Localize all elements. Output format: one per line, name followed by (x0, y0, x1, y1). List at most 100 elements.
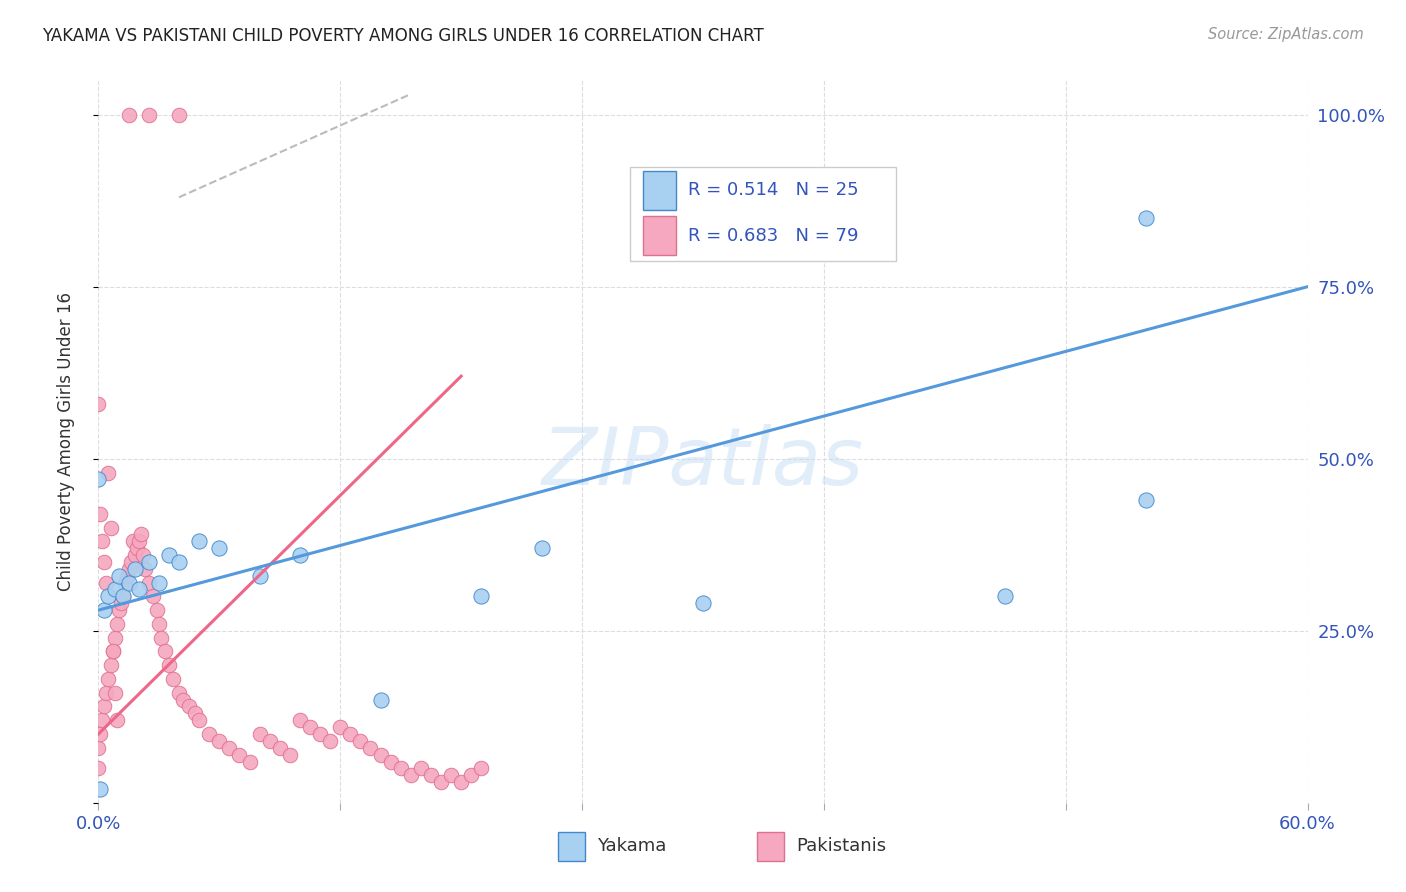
Point (118, 562, 141, 576)
Point (994, 590, 1017, 604)
Point (125, 541, 148, 556)
FancyBboxPatch shape (758, 831, 785, 861)
Point (134, 562, 156, 576)
Point (167, 686, 190, 700)
Point (101, 644, 124, 658)
Point (218, 740, 240, 755)
Point (120, 555, 142, 569)
Point (91, 534, 114, 549)
Point (430, 775, 453, 789)
Point (1135, 493, 1157, 508)
Point (440, 768, 463, 782)
Point (153, 644, 176, 658)
Point (162, 672, 184, 686)
Point (128, 534, 150, 549)
Point (115, 568, 138, 582)
Point (146, 603, 169, 617)
Point (91, 713, 114, 727)
Point (288, 548, 311, 562)
Point (184, 706, 207, 721)
Point (249, 568, 271, 582)
Point (124, 548, 146, 562)
Text: Yakama: Yakama (596, 838, 666, 855)
FancyBboxPatch shape (558, 831, 585, 861)
Point (450, 775, 472, 789)
Point (138, 555, 160, 569)
Point (249, 727, 271, 741)
Point (157, 658, 180, 673)
Point (89, 782, 111, 797)
Point (319, 734, 342, 748)
Point (339, 727, 361, 741)
Point (89, 507, 111, 521)
Point (309, 727, 332, 741)
Point (1135, 211, 1157, 225)
Point (269, 740, 291, 755)
Point (288, 713, 311, 727)
Point (148, 575, 170, 590)
Point (360, 740, 382, 755)
Text: ZIPatlas: ZIPatlas (541, 425, 865, 502)
Y-axis label: Child Poverty Among Girls Under 16: Child Poverty Among Girls Under 16 (56, 292, 75, 591)
Point (208, 541, 231, 556)
Point (198, 727, 221, 741)
Point (138, 575, 160, 590)
Point (188, 713, 211, 727)
Point (278, 747, 301, 762)
Point (105, 616, 128, 631)
Point (370, 692, 392, 706)
Point (259, 734, 281, 748)
Point (118, 575, 141, 590)
Text: R = 0.683   N = 79: R = 0.683 N = 79 (689, 227, 859, 244)
Point (420, 768, 443, 782)
Point (87, 472, 110, 486)
Point (138, 108, 160, 122)
Point (349, 734, 371, 748)
Point (89, 727, 111, 741)
Point (172, 692, 194, 706)
Point (409, 761, 432, 775)
Point (111, 590, 134, 604)
Point (460, 768, 482, 782)
Point (114, 575, 136, 590)
Text: Source: ZipAtlas.com: Source: ZipAtlas.com (1208, 27, 1364, 42)
Point (124, 562, 146, 576)
Point (103, 582, 125, 597)
Point (142, 590, 165, 604)
Point (167, 555, 190, 569)
Point (121, 534, 143, 549)
Text: YAKAMA VS PAKISTANI CHILD POVERTY AMONG GIRLS UNDER 16 CORRELATION CHART: YAKAMA VS PAKISTANI CHILD POVERTY AMONG … (42, 27, 763, 45)
Point (228, 747, 250, 762)
Point (167, 108, 190, 122)
Point (97, 672, 120, 686)
Point (370, 747, 392, 762)
Point (111, 590, 134, 604)
Point (128, 582, 150, 597)
Point (107, 568, 129, 582)
Point (97, 590, 120, 604)
Point (96, 686, 118, 700)
Point (380, 755, 402, 769)
Point (103, 686, 125, 700)
Point (239, 755, 262, 769)
Point (329, 720, 352, 734)
Point (208, 734, 231, 748)
Point (101, 644, 124, 658)
Point (118, 108, 141, 122)
FancyBboxPatch shape (643, 170, 676, 210)
Text: Pakistanis: Pakistanis (796, 838, 886, 855)
Point (93, 555, 115, 569)
Point (470, 590, 492, 604)
Point (157, 548, 180, 562)
Point (129, 527, 152, 541)
Point (692, 596, 714, 610)
Text: R = 0.514   N = 25: R = 0.514 N = 25 (689, 181, 859, 199)
Point (105, 713, 128, 727)
Point (100, 520, 122, 534)
Point (399, 768, 422, 782)
Point (87, 397, 110, 411)
Point (149, 631, 172, 645)
Point (87, 740, 110, 755)
Point (97, 466, 120, 480)
Point (93, 603, 115, 617)
